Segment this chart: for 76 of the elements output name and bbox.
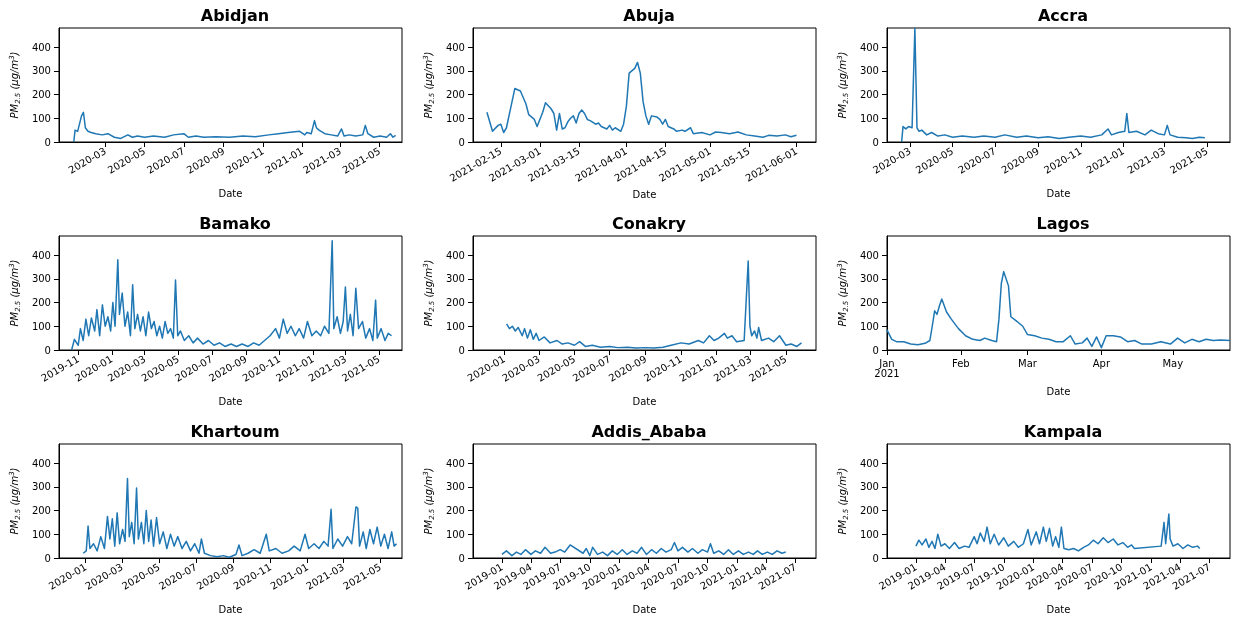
chart-title: Khartoum [190, 421, 280, 441]
y-tick-label: 0 [872, 344, 879, 356]
y-tick-label: 100 [31, 112, 51, 124]
x-axis-title: Date [632, 603, 657, 615]
chart-title: Conakry [612, 213, 687, 233]
y-tick-label: 200 [31, 505, 51, 516]
chart-title: Accra [1037, 5, 1089, 25]
chart-title: Lagos [1036, 213, 1090, 233]
line-series [486, 61, 798, 138]
x-tick-label: May [1162, 357, 1184, 369]
x-tick-label: Feb [951, 357, 970, 369]
x-axis-title: Date [1046, 603, 1071, 615]
x-axis-title: Date [632, 395, 657, 407]
y-tick-label: 100 [859, 320, 879, 332]
y-tick-label: 200 [31, 89, 51, 100]
chart-title: Bamako [199, 213, 271, 233]
y-tick-label: 0 [872, 552, 879, 564]
line-series [900, 27, 1206, 143]
y-tick-label: 100 [445, 112, 465, 124]
x-tick-label: Jan 2021 [874, 357, 900, 379]
x-axis-title: Date [632, 189, 657, 201]
y-tick-label: 400 [445, 41, 465, 53]
chart-title: Addis_Ababa [591, 421, 707, 441]
y-tick-label: 300 [31, 481, 51, 493]
y-tick-label: 400 [859, 457, 879, 469]
chart-title: Kampala [1023, 421, 1103, 441]
y-tick-label: 200 [445, 505, 465, 516]
y-tick-label: 400 [31, 41, 51, 53]
y-tick-label: 300 [859, 273, 879, 285]
line-series [82, 477, 398, 559]
y-tick-label: 100 [859, 528, 879, 540]
y-tick-label: 0 [458, 344, 465, 356]
x-tick-label: Apr [1092, 357, 1111, 369]
y-tick-label: 100 [31, 528, 51, 540]
chart-title: Abidjan [200, 5, 270, 25]
y-tick-label: 300 [859, 481, 879, 493]
y-tick-label: 200 [859, 297, 879, 308]
line-series [915, 513, 1201, 552]
y-tick-label: 400 [445, 249, 465, 261]
y-tick-label: 100 [445, 320, 465, 332]
y-tick-label: 0 [44, 344, 51, 356]
y-tick-label: 0 [44, 136, 51, 148]
y-tick-label: 400 [859, 249, 879, 261]
y-tick-label: 200 [31, 297, 51, 308]
x-axis-title: Date [1046, 187, 1071, 199]
y-tick-label: 300 [31, 65, 51, 77]
y-tick-label: 400 [859, 41, 879, 53]
y-tick-label: 200 [859, 505, 879, 516]
y-tick-label: 200 [859, 89, 879, 100]
x-tick-label: Mar [1018, 357, 1038, 369]
y-tick-label: 300 [859, 65, 879, 77]
y-tick-label: 100 [445, 528, 465, 540]
y-tick-label: 0 [44, 552, 51, 564]
y-tick-label: 400 [445, 457, 465, 469]
y-tick-label: 0 [872, 136, 879, 148]
line-series [70, 240, 393, 351]
x-axis-title: Date [218, 603, 243, 615]
x-axis-title: Date [218, 187, 243, 199]
line-series [501, 541, 787, 557]
line-series [505, 260, 803, 349]
x-axis-title: Date [1046, 385, 1071, 397]
line-series [73, 111, 397, 143]
y-tick-label: 400 [31, 457, 51, 469]
y-tick-label: 400 [31, 249, 51, 261]
y-tick-label: 300 [445, 65, 465, 77]
y-tick-label: 300 [445, 481, 465, 493]
y-tick-label: 300 [445, 273, 465, 285]
y-tick-label: 100 [31, 320, 51, 332]
chart-title: Abuja [623, 5, 675, 25]
x-axis-title: Date [218, 395, 243, 407]
y-tick-label: 200 [445, 297, 465, 308]
y-tick-label: 0 [458, 136, 465, 148]
y-tick-label: 300 [31, 273, 51, 285]
y-tick-label: 200 [445, 89, 465, 100]
y-tick-label: 100 [859, 112, 879, 124]
y-tick-label: 0 [458, 552, 465, 564]
